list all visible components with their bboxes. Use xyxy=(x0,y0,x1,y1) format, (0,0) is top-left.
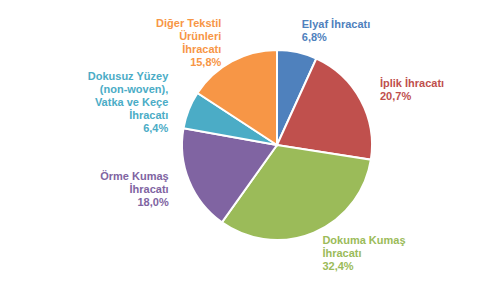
svg-text:Elyaf İhracatı6,8%: Elyaf İhracatı6,8% xyxy=(302,18,370,43)
svg-text:Dokuma Kumaşİhracatı32,4%: Dokuma Kumaşİhracatı32,4% xyxy=(322,234,405,272)
svg-text:Diğer TekstilÜrünleriİhracatı1: Diğer TekstilÜrünleriİhracatı15,8% xyxy=(156,17,221,68)
svg-text:Dokusuz Yüzey(non-woven),Vatka: Dokusuz Yüzey(non-woven),Vatka ve Keçeİh… xyxy=(88,70,169,134)
svg-text:İplik İhracatı20,7%: İplik İhracatı20,7% xyxy=(380,77,444,102)
svg-text:Örme Kumaşİhracatı18,0%: Örme Kumaşİhracatı18,0% xyxy=(100,170,169,208)
